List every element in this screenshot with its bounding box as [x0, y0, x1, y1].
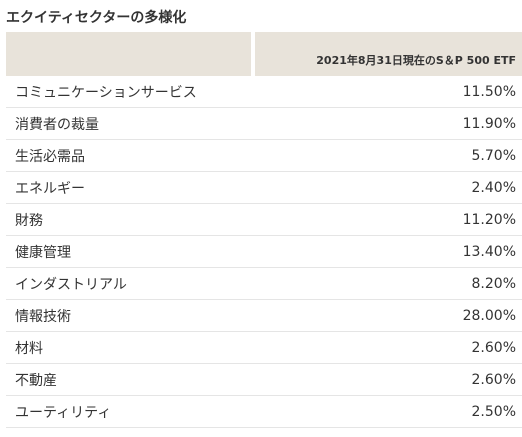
- sector-percentage: 2.60%: [471, 339, 516, 356]
- table-row: エネルギー 2.40%: [6, 172, 522, 204]
- sector-table: 2021年8月31日現在のS＆P 500 ETF コミュニケーションサービス 11…: [6, 32, 522, 428]
- table-row: 健康管理 13.40%: [6, 236, 522, 268]
- sector-label: 消費者の裁量: [15, 116, 99, 133]
- sector-label: 不動産: [15, 372, 57, 389]
- sector-label: ユーティリティ: [15, 404, 112, 421]
- sector-label: コミュニケーションサービス: [15, 84, 197, 101]
- sector-label: 健康管理: [15, 244, 71, 261]
- table-row: 生活必需品 5.70%: [6, 140, 522, 172]
- table-row: 材料 2.60%: [6, 332, 522, 364]
- sector-percentage: 2.40%: [471, 179, 516, 196]
- table-header: 2021年8月31日現在のS＆P 500 ETF: [6, 32, 522, 76]
- sector-percentage: 8.20%: [471, 275, 516, 292]
- table-row: インダストリアル 8.20%: [6, 268, 522, 300]
- sector-label: 情報技術: [15, 308, 71, 325]
- sector-percentage: 28.00%: [462, 307, 516, 324]
- table-row: 不動産 2.60%: [6, 364, 522, 396]
- sector-label: 材料: [15, 340, 43, 357]
- table-row: コミュニケーションサービス 11.50%: [6, 76, 522, 108]
- sector-label: 財務: [15, 212, 43, 229]
- table-body: コミュニケーションサービス 11.50% 消費者の裁量 11.90% 生活必需品 5.70…: [6, 76, 522, 428]
- header-cell-allocation: 2021年8月31日現在のS＆P 500 ETF: [255, 32, 522, 76]
- sector-percentage: 2.60%: [471, 371, 516, 388]
- sector-percentage: 11.50%: [462, 83, 516, 100]
- table-row: 情報技術 28.00%: [6, 300, 522, 332]
- sector-percentage: 13.40%: [462, 243, 516, 260]
- sector-percentage: 5.70%: [471, 147, 516, 164]
- header-cell-sector: [6, 32, 251, 76]
- table-row: 財務 11.20%: [6, 204, 522, 236]
- sector-label: 生活必需品: [15, 148, 85, 165]
- page-title: エクイティセクターの多様化: [6, 10, 187, 26]
- header-divider: [251, 32, 255, 76]
- sector-label: エネルギー: [15, 180, 85, 197]
- table-row: ユーティリティ 2.50%: [6, 396, 522, 428]
- table-row: 消費者の裁量 11.90%: [6, 108, 522, 140]
- sector-percentage: 11.90%: [462, 115, 516, 132]
- sector-percentage: 2.50%: [471, 403, 516, 420]
- sector-percentage: 11.20%: [462, 211, 516, 228]
- sector-label: インダストリアル: [15, 276, 127, 293]
